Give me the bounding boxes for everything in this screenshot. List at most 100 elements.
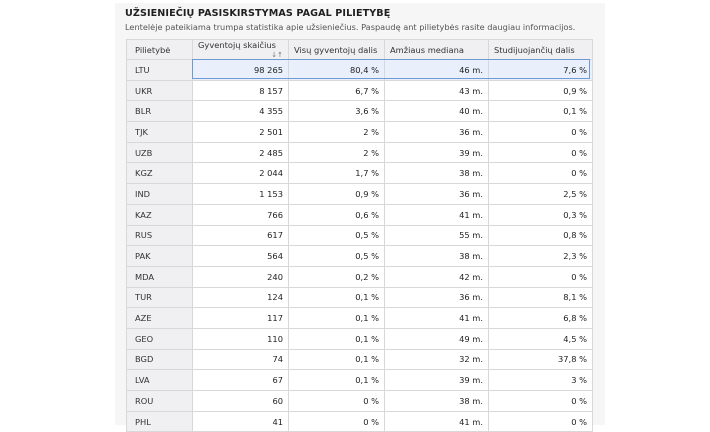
cell-citizenship[interactable]: BGD (126, 348, 193, 371)
cell-population: 617 (192, 224, 289, 247)
cell-students: 4,5 % (488, 327, 593, 350)
cell-students: 0,1 % (488, 100, 593, 123)
cell-citizenship[interactable]: RUS (126, 224, 193, 247)
cell-population: 2 501 (192, 121, 289, 143)
cell-students: 6,8 % (488, 307, 593, 329)
table-row[interactable]: PAK 564 0,5 % 38 m. 2,3 % (126, 245, 593, 267)
cell-population: 240 (192, 265, 289, 288)
cell-citizenship[interactable]: MDA (126, 265, 193, 288)
cell-age-median: 46 m. (384, 59, 489, 81)
cell-students: 0,8 % (488, 224, 593, 247)
table-row[interactable]: KAZ 766 0,6 % 41 m. 0,3 % (126, 203, 593, 226)
cell-population: 2 485 (192, 141, 289, 164)
cell-citizenship[interactable]: PHL (126, 410, 193, 432)
cell-citizenship[interactable]: LVA (126, 369, 193, 391)
cell-age-median: 43 m. (384, 79, 489, 102)
cell-age-median: 39 m. (384, 141, 489, 164)
cell-age-median: 38 m. (384, 390, 489, 412)
table-row[interactable]: BLR 4 355 3,6 % 40 m. 0,1 % (126, 100, 593, 123)
table-row[interactable]: TUR 124 0,1 % 36 m. 8,1 % (126, 286, 593, 309)
cell-population: 8 157 (192, 79, 289, 102)
cell-share: 0,1 % (288, 348, 385, 371)
cell-age-median: 41 m. (384, 203, 489, 226)
citizenship-table: Pilietybė Gyventojų skaičius ↓↑ Visų gyv… (126, 39, 593, 432)
cell-population: 117 (192, 307, 289, 329)
column-header-label: Gyventojų skaičius (198, 40, 276, 51)
cell-age-median: 36 m. (384, 183, 489, 205)
table-row[interactable]: UZB 2 485 2 % 39 m. 0 % (126, 141, 593, 164)
table-row[interactable]: LVA 67 0,1 % 39 m. 3 % (126, 369, 593, 391)
cell-age-median: 38 m. (384, 245, 489, 267)
cell-population: 124 (192, 286, 289, 309)
column-header-students[interactable]: Studijuojančių dalis (488, 39, 593, 60)
cell-students: 2,3 % (488, 245, 593, 267)
cell-citizenship[interactable]: KGZ (126, 162, 193, 185)
cell-age-median: 32 m. (384, 348, 489, 371)
cell-age-median: 55 m. (384, 224, 489, 247)
page-title: UŽSIENIEČIŲ PASISKIRSTYMAS PAGAL PILIETY… (125, 8, 391, 19)
cell-students: 8,1 % (488, 286, 593, 309)
table-row[interactable]: BGD 74 0,1 % 32 m. 37,8 % (126, 348, 593, 371)
cell-share: 0,5 % (288, 224, 385, 247)
cell-share: 2 % (288, 121, 385, 143)
table-row[interactable]: UKR 8 157 6,7 % 43 m. 0,9 % (126, 79, 593, 102)
cell-citizenship[interactable]: IND (126, 183, 193, 205)
column-header-population[interactable]: Gyventojų skaičius ↓↑ (192, 39, 289, 60)
cell-students: 37,8 % (488, 348, 593, 371)
cell-citizenship[interactable]: KAZ (126, 203, 193, 226)
cell-age-median: 49 m. (384, 327, 489, 350)
cell-population: 98 265 (192, 59, 289, 81)
cell-share: 0,2 % (288, 265, 385, 288)
cell-age-median: 40 m. (384, 100, 489, 123)
cell-students: 0 % (488, 162, 593, 185)
cell-population: 41 (192, 410, 289, 432)
table-row[interactable]: LTU 98 265 80,4 % 46 m. 7,6 % (126, 59, 593, 81)
cell-citizenship[interactable]: LTU (126, 59, 193, 81)
cell-students: 7,6 % (488, 59, 593, 81)
table-row[interactable]: IND 1 153 0,9 % 36 m. 2,5 % (126, 183, 593, 205)
cell-citizenship[interactable]: PAK (126, 245, 193, 267)
table-row[interactable]: AZE 117 0,1 % 41 m. 6,8 % (126, 307, 593, 329)
cell-population: 564 (192, 245, 289, 267)
table-row[interactable]: GEO 110 0,1 % 49 m. 4,5 % (126, 327, 593, 350)
cell-students: 0 % (488, 390, 593, 412)
cell-students: 0 % (488, 141, 593, 164)
cell-share: 0 % (288, 390, 385, 412)
cell-citizenship[interactable]: TJK (126, 121, 193, 143)
column-header-share[interactable]: Visų gyventojų dalis (288, 39, 385, 60)
column-header-age-median[interactable]: Amžiaus mediana (384, 39, 489, 60)
cell-population: 67 (192, 369, 289, 391)
table-row[interactable]: TJK 2 501 2 % 36 m. 0 % (126, 121, 593, 143)
cell-citizenship[interactable]: UZB (126, 141, 193, 164)
table-row[interactable]: PHL 41 0 % 41 m. 0 % (126, 410, 593, 432)
cell-population: 74 (192, 348, 289, 371)
table-row[interactable]: ROU 60 0 % 38 m. 0 % (126, 390, 593, 412)
table-row[interactable]: KGZ 2 044 1,7 % 38 m. 0 % (126, 162, 593, 185)
cell-citizenship[interactable]: UKR (126, 79, 193, 102)
cell-share: 0,5 % (288, 245, 385, 267)
cell-share: 1,7 % (288, 162, 385, 185)
cell-population: 2 044 (192, 162, 289, 185)
cell-age-median: 36 m. (384, 121, 489, 143)
cell-students: 0 % (488, 410, 593, 432)
cell-age-median: 41 m. (384, 410, 489, 432)
cell-share: 3,6 % (288, 100, 385, 123)
cell-population: 4 355 (192, 100, 289, 123)
cell-share: 0 % (288, 410, 385, 432)
cell-citizenship[interactable]: GEO (126, 327, 193, 350)
cell-population: 1 153 (192, 183, 289, 205)
cell-citizenship[interactable]: TUR (126, 286, 193, 309)
table-row[interactable]: RUS 617 0,5 % 55 m. 0,8 % (126, 224, 593, 247)
cell-age-median: 41 m. (384, 307, 489, 329)
cell-citizenship[interactable]: BLR (126, 100, 193, 123)
cell-citizenship[interactable]: ROU (126, 390, 193, 412)
page-subtitle: Lentelėje pateikiama trumpa statistika a… (125, 22, 576, 32)
column-header-citizenship[interactable]: Pilietybė (126, 39, 193, 60)
cell-students: 3 % (488, 369, 593, 391)
cell-share: 0,1 % (288, 286, 385, 309)
cell-age-median: 39 m. (384, 369, 489, 391)
table-row[interactable]: MDA 240 0,2 % 42 m. 0 % (126, 265, 593, 288)
table-header-row: Pilietybė Gyventojų skaičius ↓↑ Visų gyv… (126, 39, 593, 60)
cell-citizenship[interactable]: AZE (126, 307, 193, 329)
sort-icon[interactable]: ↓↑ (271, 51, 283, 59)
